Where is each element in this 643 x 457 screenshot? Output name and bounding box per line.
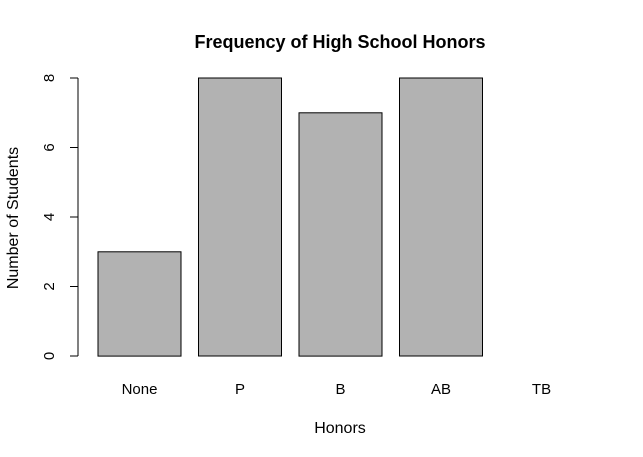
x-tick-label: P [235, 381, 245, 398]
y-axis-title: Number of Students [5, 147, 22, 289]
x-tick-label: TB [532, 381, 551, 398]
chart-title: Frequency of High School Honors [194, 32, 485, 52]
x-tick-label: AB [431, 381, 451, 398]
y-tick-label: 0 [41, 352, 58, 360]
y-tick-label: 4 [41, 213, 58, 221]
bar-b [298, 112, 383, 357]
y-tick-label: 6 [41, 143, 58, 151]
bar-ab [399, 77, 483, 357]
bars-group [97, 77, 483, 357]
bar-none [97, 251, 182, 357]
x-axis-title: Honors [314, 420, 366, 437]
y-axis: 0 2 4 6 8 [41, 74, 79, 360]
y-tick-label: 8 [41, 74, 58, 82]
y-tick-label: 2 [41, 282, 58, 290]
x-axis-labels: None P B AB TB [122, 381, 552, 398]
x-tick-label: B [335, 381, 345, 398]
x-tick-label: None [122, 381, 158, 398]
bar-p [198, 77, 282, 357]
